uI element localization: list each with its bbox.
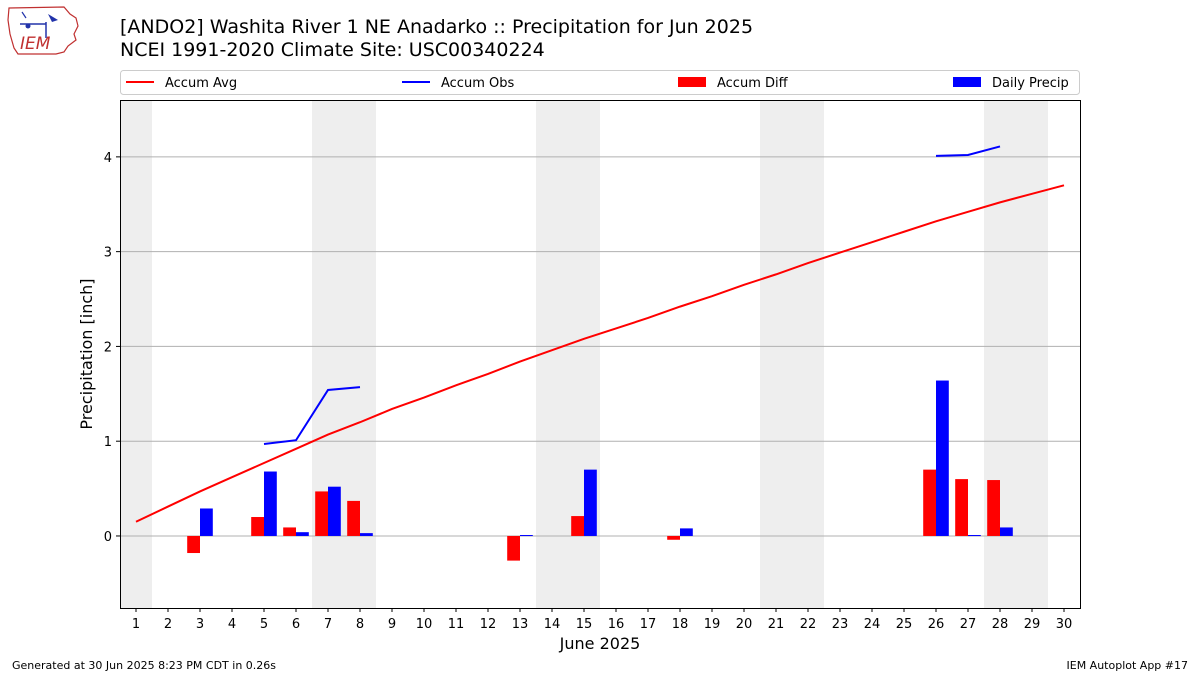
legend-label: Daily Precip [992, 76, 1069, 91]
x-tick-label: 9 [388, 617, 396, 632]
accum-diff-bar [251, 517, 264, 536]
grid-lines [120, 156, 1080, 537]
legend-bar-swatch [678, 77, 706, 87]
y-tick-label: 2 [104, 340, 112, 355]
weekend-band [792, 100, 824, 608]
accum-diff-bar [923, 469, 936, 536]
logo-text: IEM [20, 34, 51, 54]
legend-label: Accum Avg [165, 76, 237, 91]
legend-bar-swatch [953, 77, 981, 87]
x-tick-label: 20 [736, 617, 753, 632]
x-tick-label: 21 [768, 617, 785, 632]
y-axis-label: Precipitation [inch] [77, 278, 96, 429]
y-tick-label: 3 [104, 246, 112, 261]
accum-avg-line [135, 184, 1065, 523]
accum-diff-bar [283, 527, 296, 536]
x-tick-label: 29 [1024, 617, 1041, 632]
daily-precip-bar [680, 528, 693, 536]
accum-obs-line [263, 386, 361, 446]
chart-title: [ANDO2] Washita River 1 NE Anadarko :: P… [120, 16, 754, 38]
x-tick-label: 3 [196, 617, 204, 632]
legend-box [120, 70, 1080, 95]
x-tick-label: 19 [704, 617, 721, 632]
daily-precip-bar [264, 471, 277, 536]
x-tick-label: 23 [832, 617, 849, 632]
x-axis-ticks: 1 2 3 4 5 6 7 8 9 10 11 12 13 14 15 16 17 18 19 20 21 22 23 24 2… [132, 608, 1072, 632]
iem-logo: IEM [7, 6, 79, 55]
plot-frame [120, 100, 1081, 609]
accum-diff-bar [667, 535, 680, 540]
x-tick-label: 1 [132, 617, 140, 632]
x-tick-label: 25 [896, 617, 913, 632]
daily-precip-bar [328, 486, 341, 536]
x-tick-label: 4 [228, 617, 236, 632]
daily-precip-bar [584, 469, 597, 536]
x-tick-label: 2 [164, 617, 172, 632]
x-tick-label: 12 [480, 617, 497, 632]
x-tick-label: 18 [672, 617, 689, 632]
daily-precip-bar [1000, 527, 1013, 536]
weekend-band [120, 100, 152, 608]
x-tick-label: 11 [448, 617, 465, 632]
x-tick-label: 27 [960, 617, 977, 632]
accum-diff-bar [187, 535, 200, 554]
weekend-band [760, 100, 792, 608]
x-tick-label: 10 [416, 617, 433, 632]
y-axis-ticks: 0 1 2 3 4 [104, 151, 120, 545]
accum-diff-bar [987, 480, 1000, 536]
daily-precip-bar [296, 532, 309, 536]
legend-label: Accum Diff [717, 76, 789, 91]
chart-subtitle: NCEI 1991-2020 Climate Site: USC00340224 [120, 39, 545, 61]
accum-diff-bar [571, 516, 584, 536]
x-tick-label: 16 [608, 617, 625, 632]
daily-precip-bar [360, 533, 373, 536]
daily-precip-bar [520, 535, 533, 537]
x-tick-label: 26 [928, 617, 945, 632]
x-tick-label: 22 [800, 617, 817, 632]
accum-diff-bar [315, 491, 328, 536]
accum-diff-bar [955, 479, 968, 536]
x-tick-label: 24 [864, 617, 881, 632]
x-tick-label: 13 [512, 617, 529, 632]
daily-precip-bar [968, 535, 981, 537]
y-tick-label: 0 [104, 530, 112, 545]
x-tick-label: 17 [640, 617, 657, 632]
weekend-band [1016, 100, 1048, 608]
legend: Accum Avg Accum Obs Accum Diff Daily Precip [120, 70, 1080, 95]
x-tick-label: 15 [576, 617, 593, 632]
daily-precip-bar [936, 380, 949, 536]
x-tick-label: 30 [1056, 617, 1073, 632]
app-label: IEM Autoplot App #17 [1066, 659, 1189, 672]
x-tick-label: 28 [992, 617, 1009, 632]
x-axis-label: June 2025 [559, 634, 641, 653]
lines [135, 145, 1065, 523]
generated-note: Generated at 30 Jun 2025 8:23 PM CDT in … [12, 659, 277, 672]
x-tick-label: 7 [324, 617, 332, 632]
x-tick-label: 8 [356, 617, 364, 632]
daily-precip-bar [200, 508, 213, 536]
y-tick-label: 1 [104, 435, 112, 450]
accum-diff-bar [347, 500, 360, 536]
x-tick-label: 6 [292, 617, 300, 632]
y-tick-label: 4 [104, 151, 112, 166]
x-tick-label: 14 [544, 617, 561, 632]
bars [187, 380, 1013, 561]
accum-diff-bar [507, 535, 520, 561]
x-tick-label: 5 [260, 617, 268, 632]
legend-label: Accum Obs [441, 76, 514, 91]
accum-obs-line [935, 145, 1001, 157]
